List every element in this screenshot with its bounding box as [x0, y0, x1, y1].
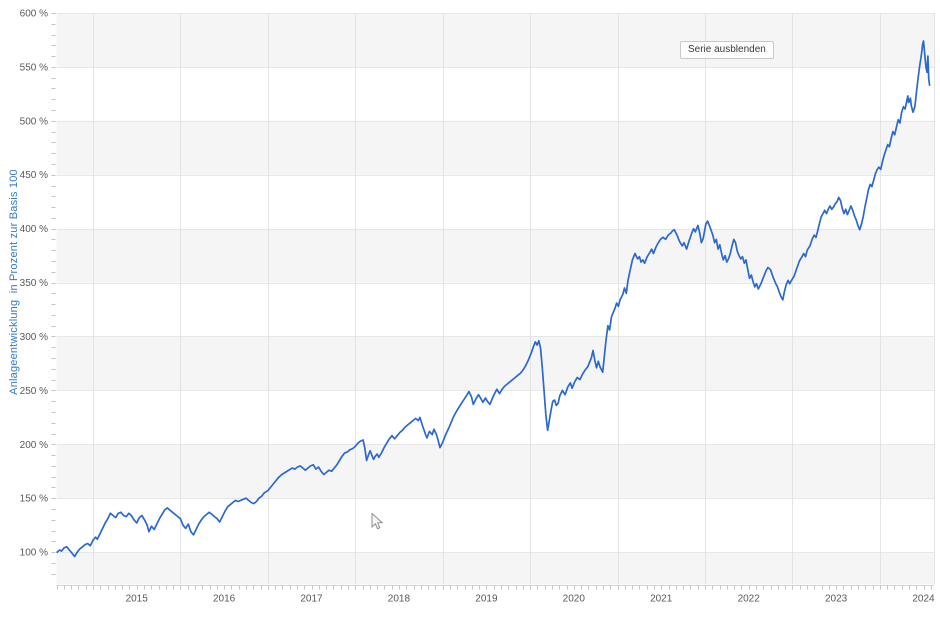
plot-band: [56, 120, 934, 175]
y-tick-label: 600 %: [20, 9, 48, 20]
y-tick-label: 150 %: [20, 494, 48, 505]
x-tick-label: 2019: [475, 594, 498, 605]
x-tick-label: 2021: [650, 594, 673, 605]
x-tick-label: 2016: [213, 594, 236, 605]
plot-band: [56, 228, 934, 283]
y-tick-label: 350 %: [20, 278, 48, 289]
plot-band: [56, 336, 934, 391]
plot-band: [56, 444, 934, 499]
x-tick-label: 2023: [825, 594, 848, 605]
plot-band: [56, 552, 934, 585]
y-tick-label: 200 %: [20, 440, 48, 451]
y-tick-label: 250 %: [20, 386, 48, 397]
y-tick-label: 450 %: [20, 170, 48, 181]
x-tick-label: 2018: [388, 594, 411, 605]
y-tick-label: 500 %: [20, 116, 48, 127]
y-tick-label: 550 %: [20, 62, 48, 73]
x-tick-label: 2015: [126, 594, 149, 605]
y-tick-label: 400 %: [20, 224, 48, 235]
x-tick-label: 2022: [738, 594, 761, 605]
plot-band: [56, 13, 934, 67]
x-tick-label: 2017: [300, 594, 323, 605]
x-tick-label: 2020: [563, 594, 586, 605]
x-tick-label: 2024: [912, 594, 935, 605]
hide-series-button[interactable]: Serie ausblenden: [680, 41, 774, 59]
y-tick-label: 300 %: [20, 332, 48, 343]
y-tick-label: 100 %: [20, 548, 48, 559]
y-axis-title: Anlageentwicklung in Prozent zur Basis 1…: [8, 169, 20, 395]
series-line[interactable]: [56, 40, 931, 558]
